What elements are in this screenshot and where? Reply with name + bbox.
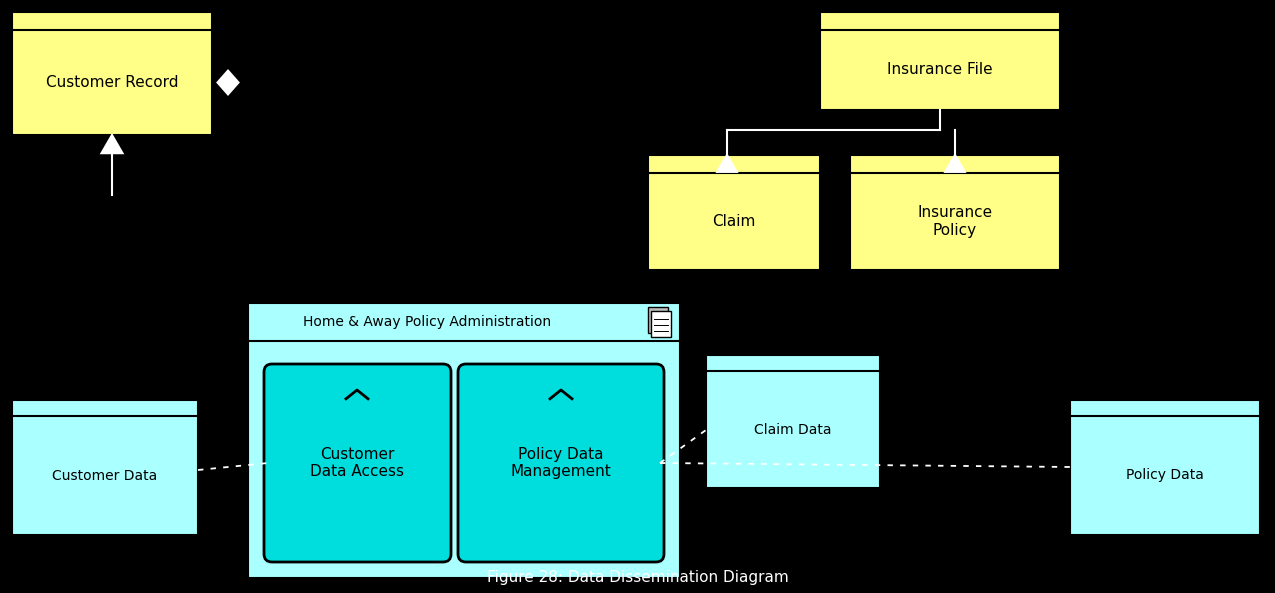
Bar [652, 311, 671, 337]
Text: Insurance
Policy: Insurance Policy [918, 205, 992, 238]
Text: Customer
Data Access: Customer Data Access [311, 447, 404, 479]
Bar [11, 12, 212, 135]
Text: Insurance File: Insurance File [887, 62, 993, 78]
Bar [648, 307, 668, 333]
Text: Customer Record: Customer Record [46, 75, 179, 90]
Text: Customer Data: Customer Data [52, 468, 158, 483]
Polygon shape [218, 71, 238, 94]
Bar [820, 12, 1060, 110]
Text: Policy Data: Policy Data [1126, 468, 1204, 483]
Polygon shape [102, 135, 122, 153]
Bar [850, 155, 1060, 270]
Text: Policy Data
Management: Policy Data Management [510, 447, 612, 479]
Text: Claim Data: Claim Data [755, 422, 831, 436]
Text: Figure 28: Data Dissemination Diagram: Figure 28: Data Dissemination Diagram [487, 570, 788, 585]
Bar [648, 155, 820, 270]
Polygon shape [718, 155, 737, 172]
FancyBboxPatch shape [458, 364, 664, 562]
Bar [706, 355, 880, 488]
Polygon shape [945, 155, 965, 172]
Bar [1070, 400, 1260, 535]
FancyBboxPatch shape [264, 364, 451, 562]
Bar [249, 303, 680, 578]
Text: Home & Away Policy Administration: Home & Away Policy Administration [303, 315, 551, 329]
Bar [11, 400, 198, 535]
Text: Claim: Claim [713, 214, 756, 229]
